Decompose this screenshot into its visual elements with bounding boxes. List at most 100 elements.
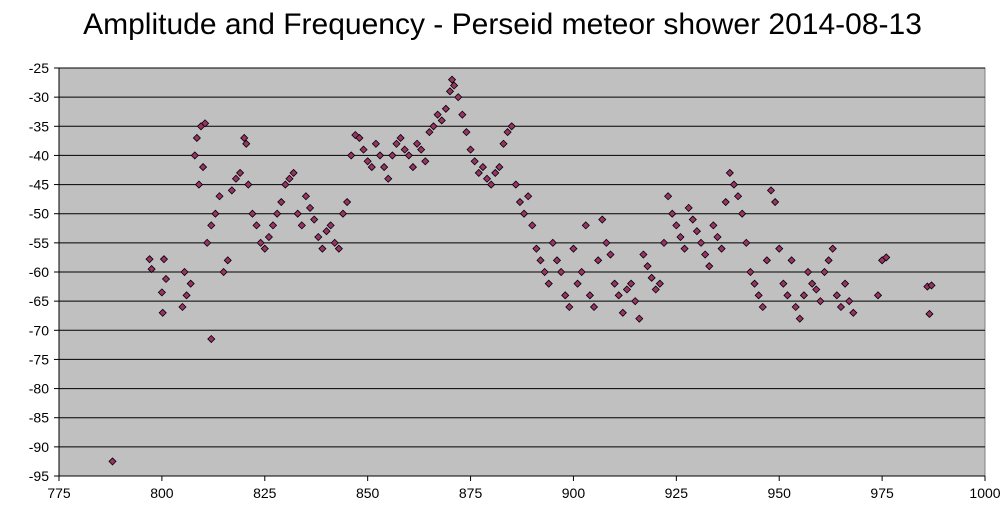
data-point bbox=[507, 122, 516, 131]
data-point bbox=[836, 302, 846, 312]
data-point bbox=[180, 267, 189, 277]
data-point bbox=[433, 110, 442, 119]
data-point bbox=[688, 215, 697, 224]
data-point bbox=[532, 244, 541, 253]
y-tick-label: -70 bbox=[29, 322, 49, 338]
data-point bbox=[338, 209, 348, 218]
data-point bbox=[511, 180, 520, 189]
data-point bbox=[729, 180, 739, 189]
data-point bbox=[408, 163, 418, 172]
data-point bbox=[314, 232, 323, 242]
data-point bbox=[589, 302, 599, 312]
data-point bbox=[754, 291, 763, 300]
y-tick-label: -55 bbox=[29, 235, 49, 251]
data-point bbox=[651, 285, 660, 294]
x-tick-label: 850 bbox=[356, 485, 380, 501]
data-point bbox=[417, 145, 426, 154]
data-point bbox=[355, 133, 364, 143]
data-point bbox=[388, 151, 397, 160]
data-point bbox=[157, 288, 166, 297]
data-point bbox=[487, 180, 496, 189]
chart-title: Amplitude and Frequency - Perseid meteor… bbox=[83, 8, 922, 41]
data-point bbox=[289, 168, 298, 177]
data-point bbox=[544, 279, 553, 288]
data-point bbox=[557, 267, 566, 277]
data-point bbox=[203, 238, 212, 247]
data-point bbox=[696, 238, 706, 247]
data-point bbox=[594, 256, 603, 265]
data-point bbox=[343, 197, 352, 207]
data-point bbox=[803, 267, 813, 277]
data-point bbox=[359, 145, 368, 154]
data-point bbox=[236, 168, 245, 177]
data-point bbox=[824, 256, 833, 265]
x-tick-label: 975 bbox=[870, 485, 894, 501]
data-point bbox=[515, 197, 525, 207]
data-point bbox=[219, 267, 228, 277]
data-point bbox=[470, 157, 479, 166]
data-point bbox=[147, 265, 156, 274]
data-point bbox=[668, 209, 677, 218]
data-point bbox=[425, 128, 434, 137]
data-point bbox=[159, 255, 169, 264]
data-point bbox=[326, 221, 335, 230]
data-point bbox=[565, 302, 574, 312]
data-point bbox=[347, 151, 356, 160]
data-point bbox=[519, 209, 529, 218]
y-tick-label: -85 bbox=[29, 410, 49, 426]
x-tick-label: 925 bbox=[665, 485, 689, 501]
y-tick-label: -75 bbox=[29, 351, 49, 367]
data-point bbox=[384, 174, 393, 183]
data-point bbox=[268, 221, 278, 230]
data-point bbox=[849, 308, 858, 317]
data-point bbox=[447, 75, 457, 84]
data-point bbox=[458, 110, 467, 119]
data-point bbox=[548, 238, 557, 247]
data-point bbox=[705, 262, 714, 271]
data-point bbox=[334, 244, 343, 253]
data-point bbox=[375, 151, 385, 160]
data-point bbox=[927, 281, 936, 290]
data-point bbox=[392, 139, 401, 148]
data-point bbox=[771, 197, 780, 207]
data-point bbox=[622, 285, 632, 294]
data-point bbox=[738, 209, 747, 218]
data-point bbox=[713, 232, 722, 242]
data-point bbox=[820, 267, 829, 277]
data-point bbox=[581, 221, 590, 230]
data-point bbox=[762, 256, 771, 265]
data-point bbox=[655, 279, 664, 288]
data-point bbox=[273, 209, 282, 218]
data-point bbox=[536, 256, 545, 265]
data-point bbox=[351, 130, 360, 140]
data-point bbox=[779, 279, 788, 288]
data-point bbox=[540, 267, 549, 277]
data-point bbox=[400, 145, 409, 154]
x-tick-label: 1000 bbox=[969, 485, 1000, 501]
data-point bbox=[194, 180, 203, 189]
data-point bbox=[750, 279, 759, 288]
data-point bbox=[791, 302, 800, 312]
y-tick-label: -25 bbox=[29, 60, 49, 76]
data-point bbox=[528, 221, 537, 230]
data-point bbox=[178, 302, 187, 312]
data-point bbox=[437, 116, 446, 125]
data-point bbox=[478, 163, 487, 172]
data-point bbox=[577, 267, 586, 277]
data-point bbox=[441, 104, 450, 113]
data-points bbox=[108, 75, 936, 466]
data-point bbox=[231, 174, 241, 183]
data-point bbox=[664, 192, 673, 201]
data-point bbox=[717, 244, 726, 253]
data-point bbox=[832, 291, 841, 300]
y-tick-label: -35 bbox=[29, 118, 49, 134]
data-point bbox=[421, 157, 430, 166]
x-tick-labels: 775 800 825 850 875 900 925 950 975 1000 bbox=[47, 485, 1000, 501]
data-point bbox=[602, 238, 611, 247]
data-point bbox=[322, 227, 331, 236]
data-point bbox=[561, 291, 570, 300]
y-tick-label: -45 bbox=[29, 177, 49, 193]
data-point bbox=[158, 308, 167, 317]
data-point bbox=[873, 291, 883, 300]
data-point bbox=[297, 221, 306, 230]
